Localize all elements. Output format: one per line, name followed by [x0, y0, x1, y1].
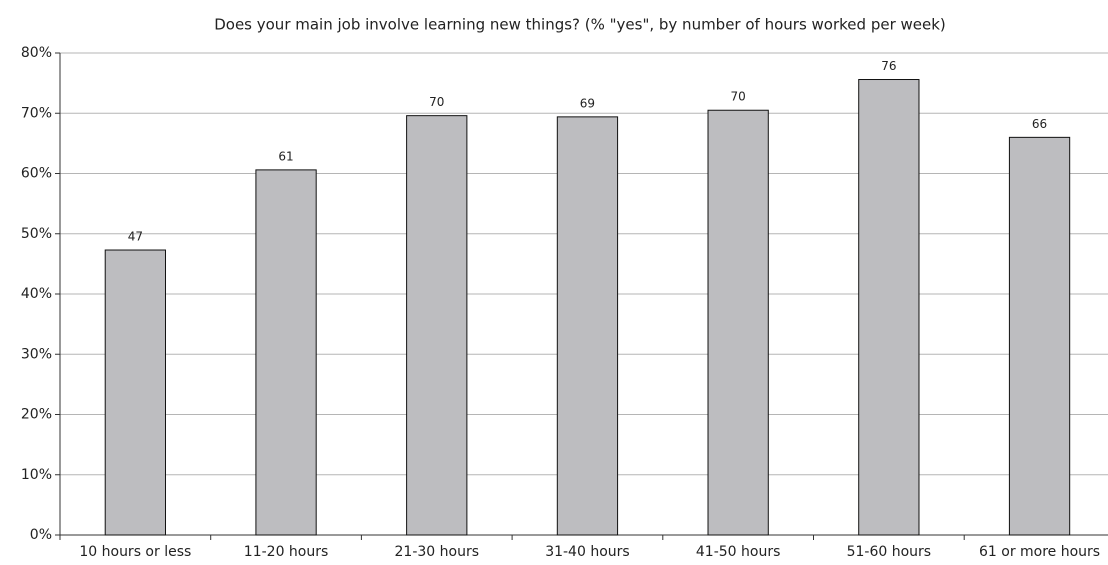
y-tick-label: 20%: [21, 407, 52, 423]
value-label: 70: [731, 90, 746, 104]
y-tick-label: 0%: [30, 527, 52, 543]
x-tick-label: 21-30 hours: [395, 544, 480, 560]
bar: [556, 116, 619, 536]
x-tick-label: 61 or more hours: [979, 544, 1100, 560]
value-label: 61: [278, 149, 293, 163]
bar: [255, 169, 317, 536]
x-tick-label: 51-60 hours: [847, 544, 932, 560]
chart-title: Does your main job involve learning new …: [214, 16, 946, 34]
y-tick-label: 50%: [21, 226, 52, 242]
y-tick-label: 40%: [21, 286, 52, 302]
x-tick-label: 10 hours or less: [79, 544, 191, 560]
bar: [104, 249, 166, 536]
x-tick-label: 11-20 hours: [244, 544, 329, 560]
y-tick-label: 60%: [21, 166, 52, 182]
value-label: 70: [429, 95, 444, 109]
bar: [707, 109, 769, 536]
bar: [858, 79, 920, 536]
y-tick-label: 80%: [21, 45, 52, 61]
y-tick-label: 30%: [21, 346, 52, 362]
y-tick-label: 10%: [21, 467, 52, 483]
value-label: 47: [128, 230, 143, 244]
value-label: 76: [881, 59, 896, 73]
bar: [1008, 136, 1071, 536]
x-tick-label: 41-50 hours: [696, 544, 781, 560]
x-tick-label: 31-40 hours: [545, 544, 630, 560]
y-tick-label: 70%: [21, 105, 52, 121]
value-label: 69: [580, 96, 595, 110]
bar: [406, 115, 468, 536]
value-label: 66: [1032, 117, 1047, 131]
